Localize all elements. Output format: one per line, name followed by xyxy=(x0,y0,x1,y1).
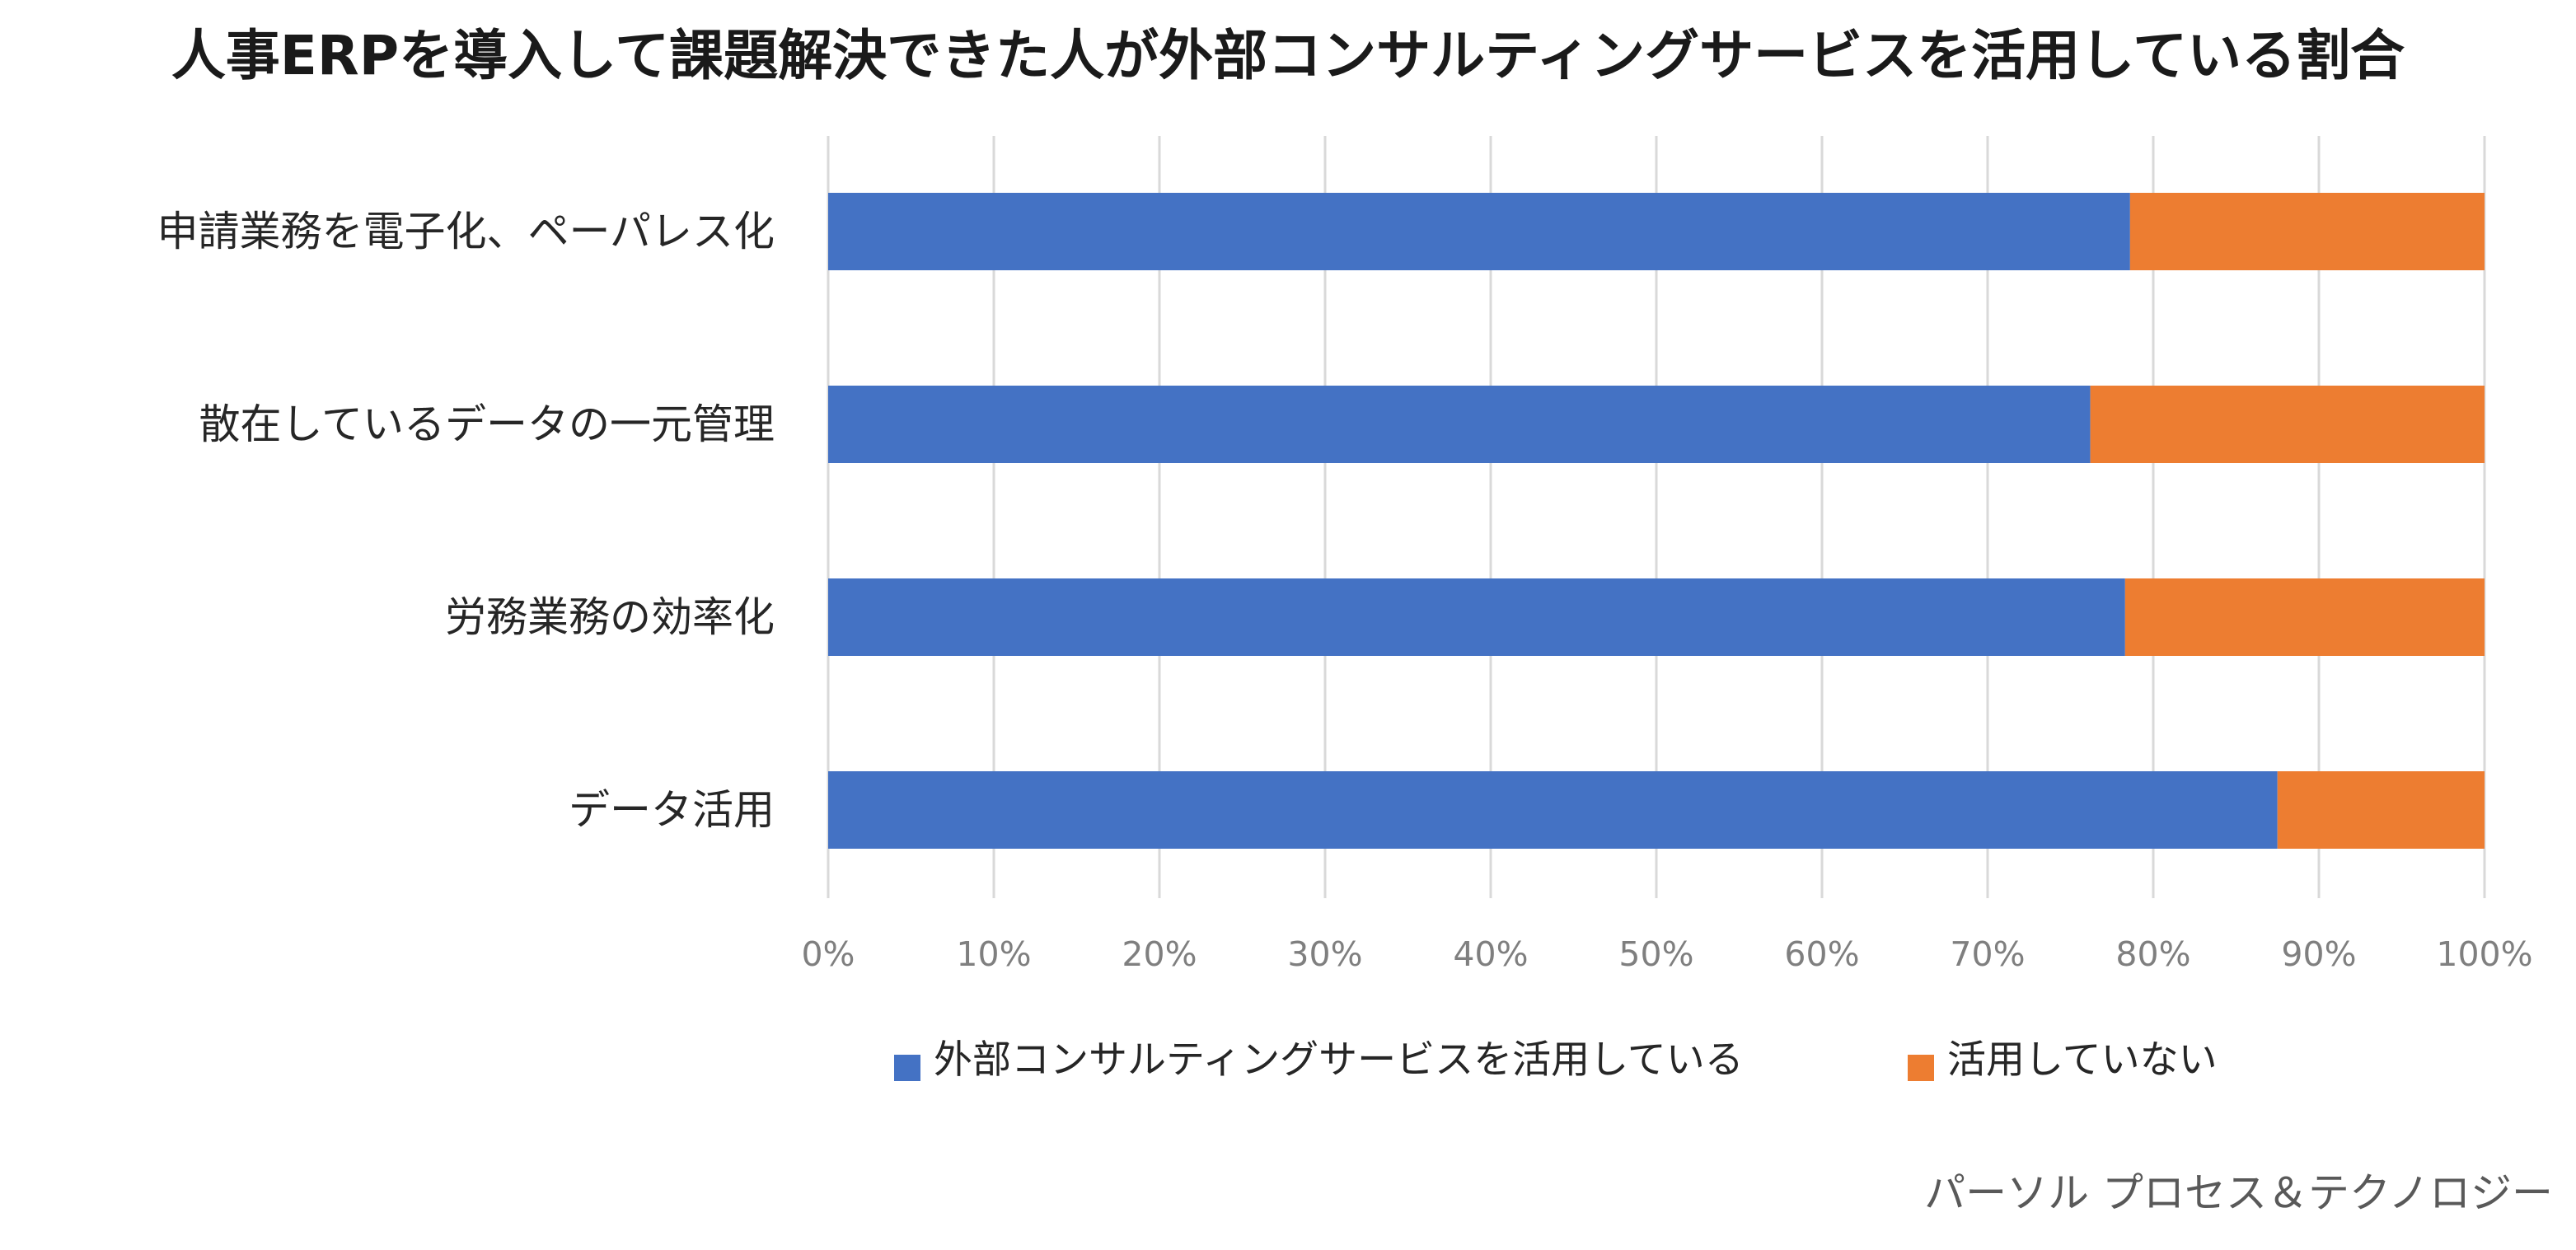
bar-not-using xyxy=(2277,771,2485,849)
legend-label: 活用していない xyxy=(1947,1037,2218,1083)
x-tick-label: 50% xyxy=(1618,934,1693,974)
legend-swatch xyxy=(894,1055,920,1081)
bar-not-using xyxy=(2124,578,2485,656)
x-tick-label: 80% xyxy=(2115,934,2190,974)
bar-not-using xyxy=(2129,193,2485,270)
bar-not-using xyxy=(2090,386,2485,463)
category-label: 散在しているデータの一元管理 xyxy=(199,400,775,448)
category-label: データ活用 xyxy=(569,786,775,834)
source-credit: パーソル プロセス＆テクノロジー xyxy=(1924,1169,2553,1217)
x-tick-label: 70% xyxy=(1950,934,2025,974)
x-tick-label: 40% xyxy=(1453,934,1528,974)
category-label: 申請業務を電子化、ペーパレス化 xyxy=(157,208,775,255)
x-tick-label: 90% xyxy=(2281,934,2356,974)
category-labels: 申請業務を電子化、ペーパレス化散在しているデータの一元管理労務業務の効率化データ… xyxy=(157,208,775,834)
chart-title: 人事ERPを導入して課題解決できた人が外部コンサルティングサービスを活用している… xyxy=(171,24,2405,87)
bar-using-consulting xyxy=(828,771,2278,849)
x-tick-label: 10% xyxy=(956,934,1031,974)
legend: 外部コンサルティングサービスを活用している 活用していない xyxy=(894,1037,2218,1083)
bar-using-consulting xyxy=(828,193,2130,270)
bar-using-consulting xyxy=(828,386,2091,463)
category-label: 労務業務の効率化 xyxy=(445,593,775,641)
x-tick-label: 100% xyxy=(2436,934,2532,974)
x-tick-label: 60% xyxy=(1784,934,1859,974)
x-tick-label: 30% xyxy=(1287,934,1362,974)
x-axis-tick-labels: 0% 10% 20% 30% 40% 50% 60% 70% 80% 90% 100% xyxy=(801,934,2532,974)
bar-using-consulting xyxy=(828,578,2125,656)
legend-swatch xyxy=(1908,1055,1934,1081)
x-tick-label: 0% xyxy=(801,934,855,974)
bars xyxy=(828,193,2485,849)
legend-label: 外部コンサルティングサービスを活用している xyxy=(934,1037,1744,1083)
x-tick-label: 20% xyxy=(1122,934,1197,974)
